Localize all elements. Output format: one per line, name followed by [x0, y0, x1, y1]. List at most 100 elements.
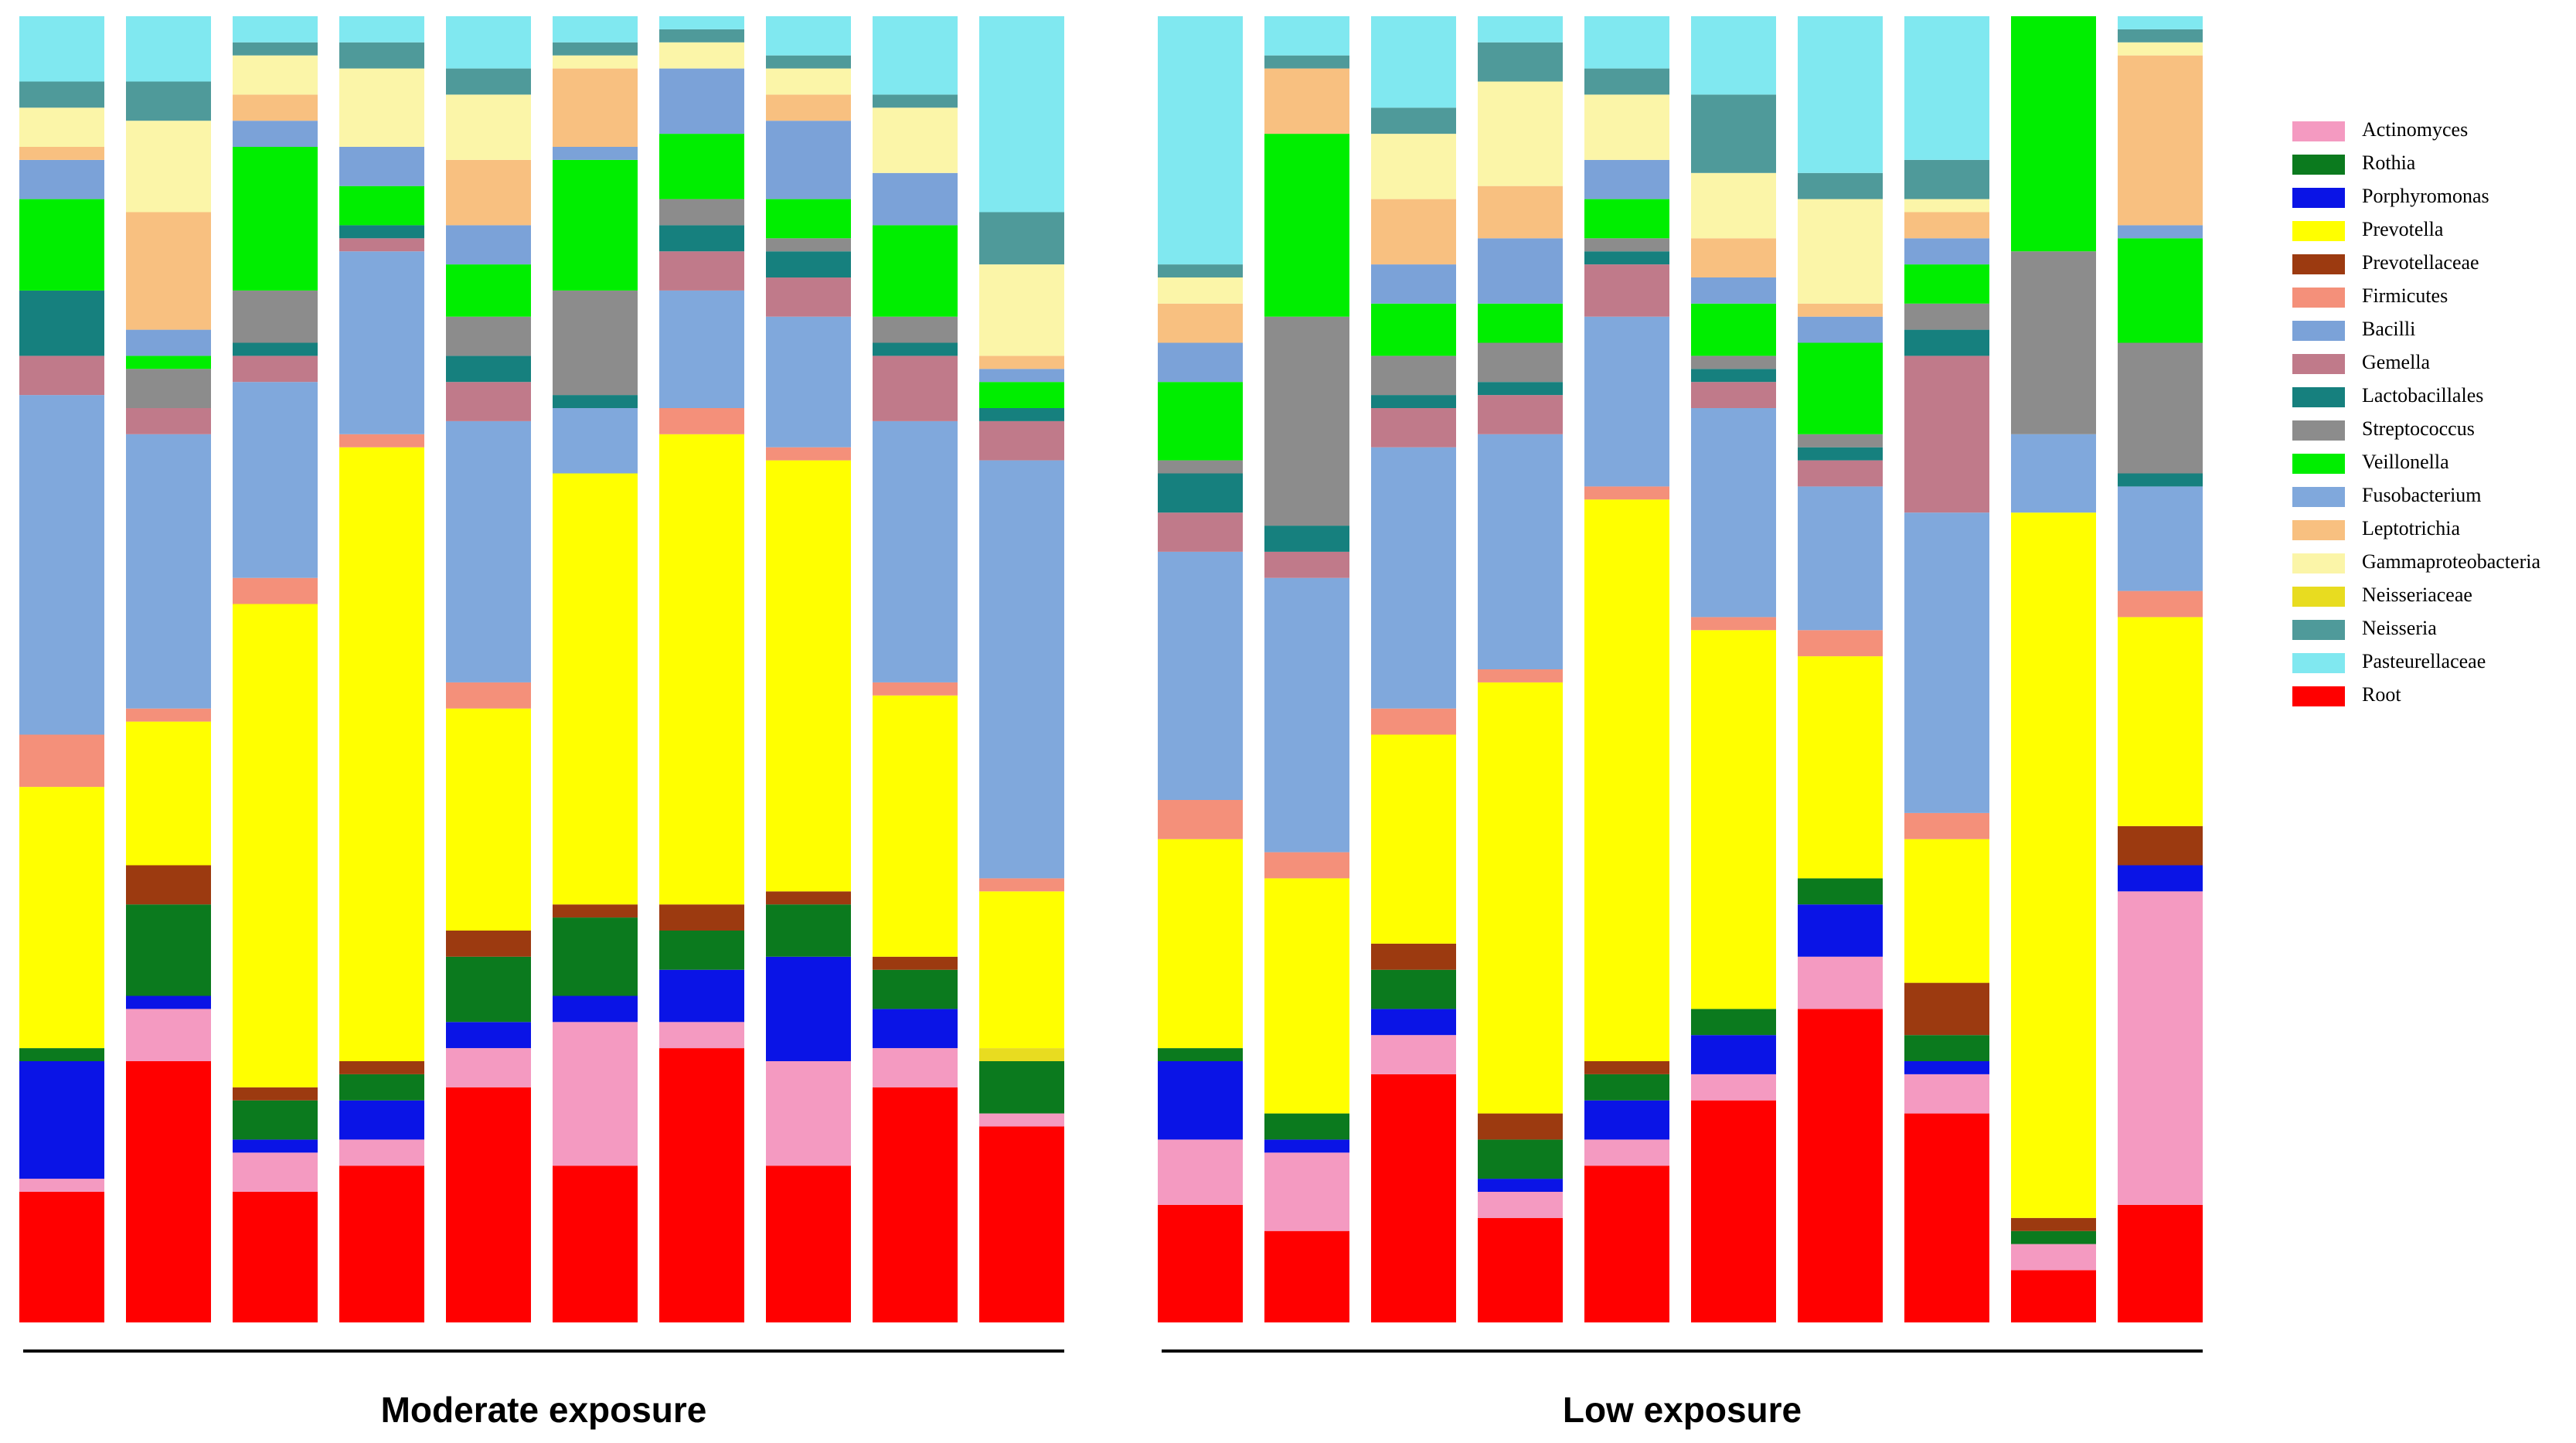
bar-segment: [1371, 199, 1456, 265]
bar-segment: [1478, 303, 1563, 343]
bar-segment: [1478, 342, 1563, 383]
group-label: Moderate exposure: [381, 1390, 707, 1430]
bar-segment: [979, 1113, 1064, 1127]
bar-segment: [553, 995, 638, 1023]
bar-segment: [1904, 1035, 1989, 1061]
bar-segment: [979, 369, 1064, 383]
bar-segment: [659, 225, 744, 252]
bar-segment: [1904, 159, 1989, 199]
bar-segment: [1264, 526, 1349, 552]
bar-segment: [126, 1009, 211, 1061]
bar-segment: [233, 16, 318, 43]
bar-segment: [659, 904, 744, 931]
bar-segment: [1584, 1061, 1669, 1074]
bar-segment: [339, 1061, 424, 1074]
bar-segment: [1584, 68, 1669, 95]
bar-segment: [979, 420, 1064, 461]
bar-segment: [1798, 316, 1883, 343]
bar-segment: [553, 55, 638, 69]
bar-segment: [1584, 94, 1669, 160]
legend-swatch: [2292, 653, 2345, 673]
bar-segment: [1371, 943, 1456, 970]
bar-segment: [1371, 356, 1456, 396]
bar-segment: [553, 290, 638, 396]
bar-segment: [339, 251, 424, 434]
legend-swatch: [2292, 254, 2345, 274]
legend-label: Neisseria: [2362, 617, 2437, 639]
bar-segment: [1264, 1152, 1349, 1231]
bar-segment: [1584, 486, 1669, 500]
legend-label: Firmicutes: [2362, 284, 2448, 307]
bar-segment: [1158, 460, 1243, 474]
bar-segment: [19, 787, 104, 1049]
bar-segment: [979, 212, 1064, 265]
bar-segment: [1691, 1009, 1776, 1036]
bar-segment: [2118, 473, 2203, 487]
bar-segment: [1798, 16, 1883, 173]
legend-label: Lactobacillales: [2362, 384, 2483, 407]
bar-segment: [233, 94, 318, 121]
bar-segment: [766, 277, 851, 317]
bar-segment: [766, 316, 851, 448]
bar-segment: [873, 1009, 958, 1049]
bar-segment: [19, 395, 104, 735]
bar-segment: [1691, 16, 1776, 95]
bar-segment: [1691, 630, 1776, 1009]
bar-segment: [1478, 81, 1563, 186]
bar-segment: [979, 1061, 1064, 1114]
legend-swatch: [2292, 288, 2345, 308]
bar-segment: [1371, 303, 1456, 356]
bar-segment: [446, 264, 531, 317]
bar-segment: [873, 316, 958, 343]
bar-segment: [1158, 800, 1243, 839]
bar-segment: [2011, 16, 2096, 252]
bar-segment: [1691, 172, 1776, 239]
bar-segment: [1264, 577, 1349, 853]
bar-segment: [1691, 303, 1776, 356]
bar-segment: [126, 434, 211, 709]
bar-segment: [126, 865, 211, 905]
bar-segment: [1158, 342, 1243, 383]
bar-segment: [1798, 486, 1883, 631]
bar-segment: [1478, 669, 1563, 682]
bar-segment: [659, 434, 744, 905]
legend-label: Gammaproteobacteria: [2362, 550, 2540, 573]
bar-segment: [1904, 264, 1989, 304]
bar-segment: [2118, 16, 2203, 29]
bar-segment: [1904, 1074, 1989, 1114]
bar-segment: [2118, 342, 2203, 474]
bar-segment: [233, 42, 318, 56]
bar-segment: [1691, 617, 1776, 631]
bar-segment: [1371, 969, 1456, 1009]
bar-segment: [2011, 434, 2096, 513]
bar-segment: [766, 447, 851, 461]
bar-segment: [233, 1139, 318, 1153]
bar-segment: [659, 290, 744, 408]
bar-segment: [1158, 473, 1243, 513]
bar-segment: [1158, 512, 1243, 552]
legend-swatch: [2292, 553, 2345, 573]
bar-segment: [1798, 460, 1883, 487]
bar-segment: [1584, 1074, 1669, 1101]
legend-swatch: [2292, 454, 2345, 474]
bar-segment: [446, 356, 531, 383]
bar-segment: [766, 238, 851, 252]
bar-segment: [2118, 617, 2203, 826]
bar-segment: [1478, 382, 1563, 396]
bar-segment: [1691, 238, 1776, 277]
bar-segment: [1371, 107, 1456, 134]
bar-segment: [766, 891, 851, 905]
bar-segment: [233, 121, 318, 147]
bar-segment: [1371, 447, 1456, 709]
bar-segment: [233, 1152, 318, 1192]
bar-segment: [659, 29, 744, 43]
bar-segment: [1371, 408, 1456, 448]
bar-segment: [1691, 369, 1776, 383]
bar-segment: [1798, 1009, 1883, 1322]
bar-segment: [1158, 382, 1243, 461]
bar-segment: [339, 434, 424, 448]
bar-segment: [339, 225, 424, 239]
bar-segment: [1691, 408, 1776, 618]
